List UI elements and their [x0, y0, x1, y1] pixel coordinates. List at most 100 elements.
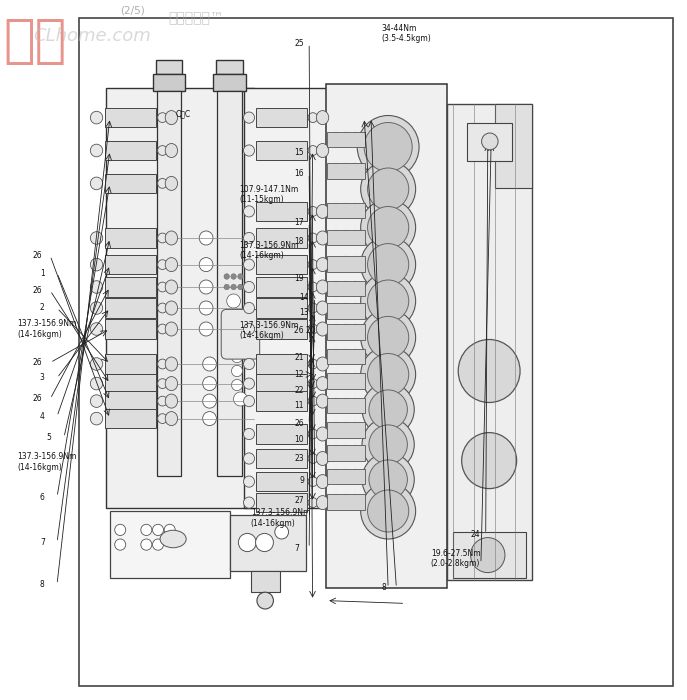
- Bar: [256, 493, 307, 512]
- Bar: [104, 354, 156, 374]
- Circle shape: [308, 260, 317, 270]
- Ellipse shape: [165, 231, 177, 245]
- Circle shape: [90, 177, 102, 190]
- Ellipse shape: [316, 301, 328, 315]
- Bar: [327, 324, 365, 340]
- Bar: [327, 349, 365, 364]
- Circle shape: [369, 425, 407, 464]
- Ellipse shape: [165, 280, 177, 294]
- Circle shape: [243, 302, 254, 314]
- Ellipse shape: [316, 394, 328, 408]
- Text: 铁甲: 铁甲: [3, 15, 67, 67]
- Circle shape: [232, 365, 243, 377]
- Bar: [104, 374, 156, 393]
- Bar: [104, 255, 156, 274]
- Circle shape: [224, 284, 229, 290]
- Bar: [104, 228, 156, 248]
- Circle shape: [90, 281, 102, 293]
- Bar: [256, 354, 307, 374]
- Ellipse shape: [165, 144, 177, 158]
- Bar: [217, 91, 242, 476]
- Circle shape: [90, 412, 102, 425]
- Circle shape: [203, 377, 216, 391]
- Bar: [156, 60, 182, 74]
- Bar: [104, 108, 156, 127]
- Circle shape: [308, 477, 317, 486]
- Bar: [106, 88, 254, 508]
- Circle shape: [231, 284, 236, 290]
- Ellipse shape: [165, 322, 177, 336]
- Text: 7: 7: [40, 538, 45, 547]
- Bar: [256, 228, 307, 248]
- Circle shape: [364, 122, 412, 172]
- Text: 26: 26: [33, 251, 43, 260]
- Circle shape: [243, 497, 254, 508]
- Circle shape: [308, 233, 317, 243]
- Circle shape: [157, 260, 168, 270]
- Circle shape: [361, 161, 416, 217]
- Circle shape: [308, 282, 317, 292]
- Ellipse shape: [165, 377, 177, 391]
- Bar: [256, 449, 307, 468]
- Text: 137.3-156.9Nm
(14-16kgm): 137.3-156.9Nm (14-16kgm): [239, 241, 298, 260]
- Text: 23: 23: [294, 454, 304, 463]
- Circle shape: [157, 233, 168, 243]
- Text: 26: 26: [33, 395, 43, 403]
- Bar: [256, 141, 307, 160]
- Circle shape: [243, 323, 254, 335]
- Text: 3: 3: [40, 374, 45, 382]
- Circle shape: [199, 280, 213, 294]
- Circle shape: [361, 346, 416, 402]
- Bar: [495, 104, 532, 188]
- Text: 工程机械网™: 工程机械网™: [168, 10, 224, 25]
- Circle shape: [141, 524, 152, 536]
- Text: 25: 25: [294, 39, 304, 48]
- Ellipse shape: [165, 258, 177, 272]
- Circle shape: [243, 259, 254, 270]
- Text: C－C: C－C: [175, 110, 190, 118]
- Bar: [251, 570, 280, 592]
- Text: 2: 2: [40, 304, 45, 312]
- Circle shape: [199, 231, 213, 245]
- Circle shape: [157, 113, 168, 122]
- Circle shape: [90, 377, 102, 390]
- Circle shape: [199, 322, 213, 336]
- Text: 22: 22: [294, 386, 304, 395]
- Circle shape: [308, 146, 317, 155]
- Text: 15: 15: [294, 148, 304, 157]
- Ellipse shape: [316, 280, 328, 294]
- Ellipse shape: [165, 357, 177, 371]
- Circle shape: [227, 315, 240, 329]
- Circle shape: [256, 533, 273, 552]
- Text: 137.3-156.9Nm
(14-16kgm): 137.3-156.9Nm (14-16kgm): [17, 452, 76, 472]
- Text: 14: 14: [300, 293, 309, 302]
- Bar: [327, 398, 365, 413]
- Ellipse shape: [316, 357, 328, 371]
- Circle shape: [362, 383, 414, 436]
- Bar: [256, 424, 307, 444]
- Circle shape: [153, 524, 164, 536]
- Text: 137.3-156.9Nm
(14-16kgm): 137.3-156.9Nm (14-16kgm): [239, 321, 298, 340]
- Ellipse shape: [165, 412, 177, 426]
- Circle shape: [368, 244, 409, 286]
- Circle shape: [232, 337, 243, 349]
- Ellipse shape: [165, 301, 177, 315]
- Bar: [327, 494, 365, 510]
- Bar: [467, 122, 512, 161]
- Text: 24: 24: [471, 530, 480, 538]
- Circle shape: [243, 206, 254, 217]
- Bar: [213, 74, 246, 91]
- Circle shape: [153, 539, 164, 550]
- Bar: [256, 277, 307, 297]
- Text: 19: 19: [294, 274, 304, 283]
- Bar: [104, 319, 156, 339]
- Bar: [327, 445, 365, 461]
- Bar: [327, 230, 365, 245]
- Text: 137.3-156.9Nm
(14-16kgm): 137.3-156.9Nm (14-16kgm): [251, 508, 310, 528]
- Bar: [256, 319, 307, 339]
- Circle shape: [361, 273, 416, 329]
- Circle shape: [308, 206, 317, 216]
- Circle shape: [157, 414, 168, 424]
- Text: (2/5): (2/5): [120, 6, 145, 15]
- Bar: [256, 202, 307, 221]
